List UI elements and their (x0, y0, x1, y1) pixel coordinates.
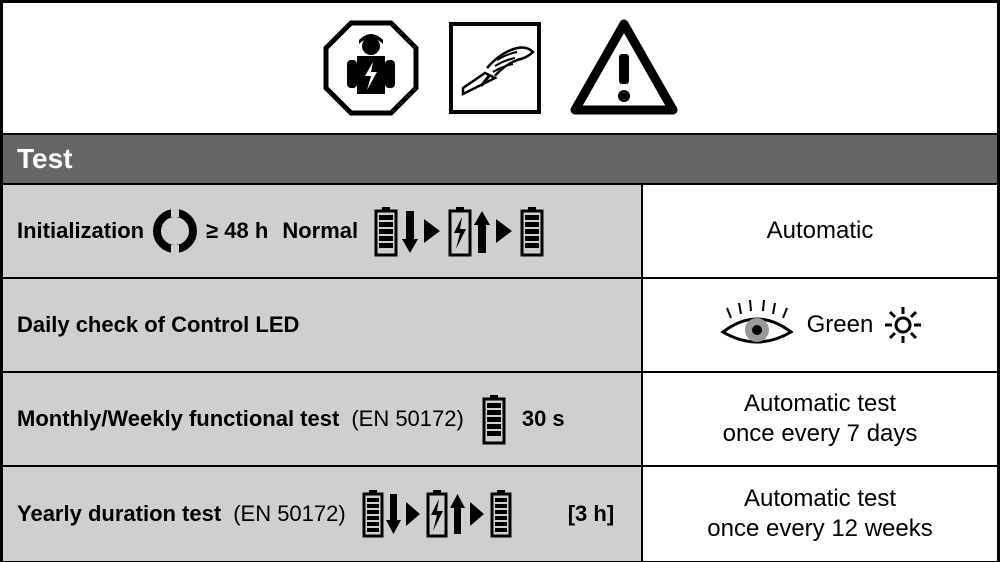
green-label: Green (807, 310, 874, 340)
duration-text: [3 h] (568, 501, 614, 527)
threshold-text: ≥ 48 h (206, 218, 268, 244)
label-yearly: Yearly duration test (17, 501, 221, 527)
standard-ref: (EN 50172) (233, 501, 346, 527)
warning-triangle-icon (569, 18, 679, 118)
row-right: Green (643, 279, 997, 371)
electrician-octagon-icon (321, 18, 421, 118)
battery-cycle-icon (372, 201, 592, 261)
battery-cycle-icon (360, 486, 560, 542)
battery-icon (480, 393, 508, 445)
row-left: Initialization ≥ 48 h Normal (3, 185, 643, 277)
right-line2: once every 12 weeks (707, 514, 932, 544)
label-daily-check: Daily check of Control LED (17, 312, 299, 338)
table-row: Daily check of Control LED (3, 279, 997, 373)
table-body: Initialization ≥ 48 h Normal (3, 185, 997, 561)
table-row: Initialization ≥ 48 h Normal (3, 185, 997, 279)
label-normal: Normal (282, 218, 358, 244)
right-line2: once every 7 days (723, 419, 918, 449)
label-initialization: Initialization (17, 218, 144, 244)
test-table: Test Initialization ≥ 48 h Normal (0, 0, 1000, 562)
row-left: Yearly duration test (EN 50172) (3, 467, 643, 561)
automatic-label: Automatic (767, 216, 874, 246)
hand-writing-icon (445, 18, 545, 118)
right-line1: Automatic test (744, 389, 896, 419)
section-title: Test (3, 133, 997, 185)
right-line1: Automatic test (744, 484, 896, 514)
row-right: Automatic test once every 12 weeks (643, 467, 997, 561)
label-monthly: Monthly/Weekly functional test (17, 406, 339, 432)
duration-text: 30 s (522, 406, 565, 432)
row-left: Monthly/Weekly functional test (EN 50172… (3, 373, 643, 465)
sun-icon (883, 305, 923, 345)
clock-ring-icon (152, 208, 198, 254)
header-icon-row (3, 3, 997, 133)
row-left: Daily check of Control LED (3, 279, 643, 371)
standard-ref: (EN 50172) (351, 406, 464, 432)
row-right: Automatic test once every 7 days (643, 373, 997, 465)
eye-icon (717, 298, 797, 352)
row-right: Automatic (643, 185, 997, 277)
table-row: Yearly duration test (EN 50172) (3, 467, 997, 561)
table-row: Monthly/Weekly functional test (EN 50172… (3, 373, 997, 467)
